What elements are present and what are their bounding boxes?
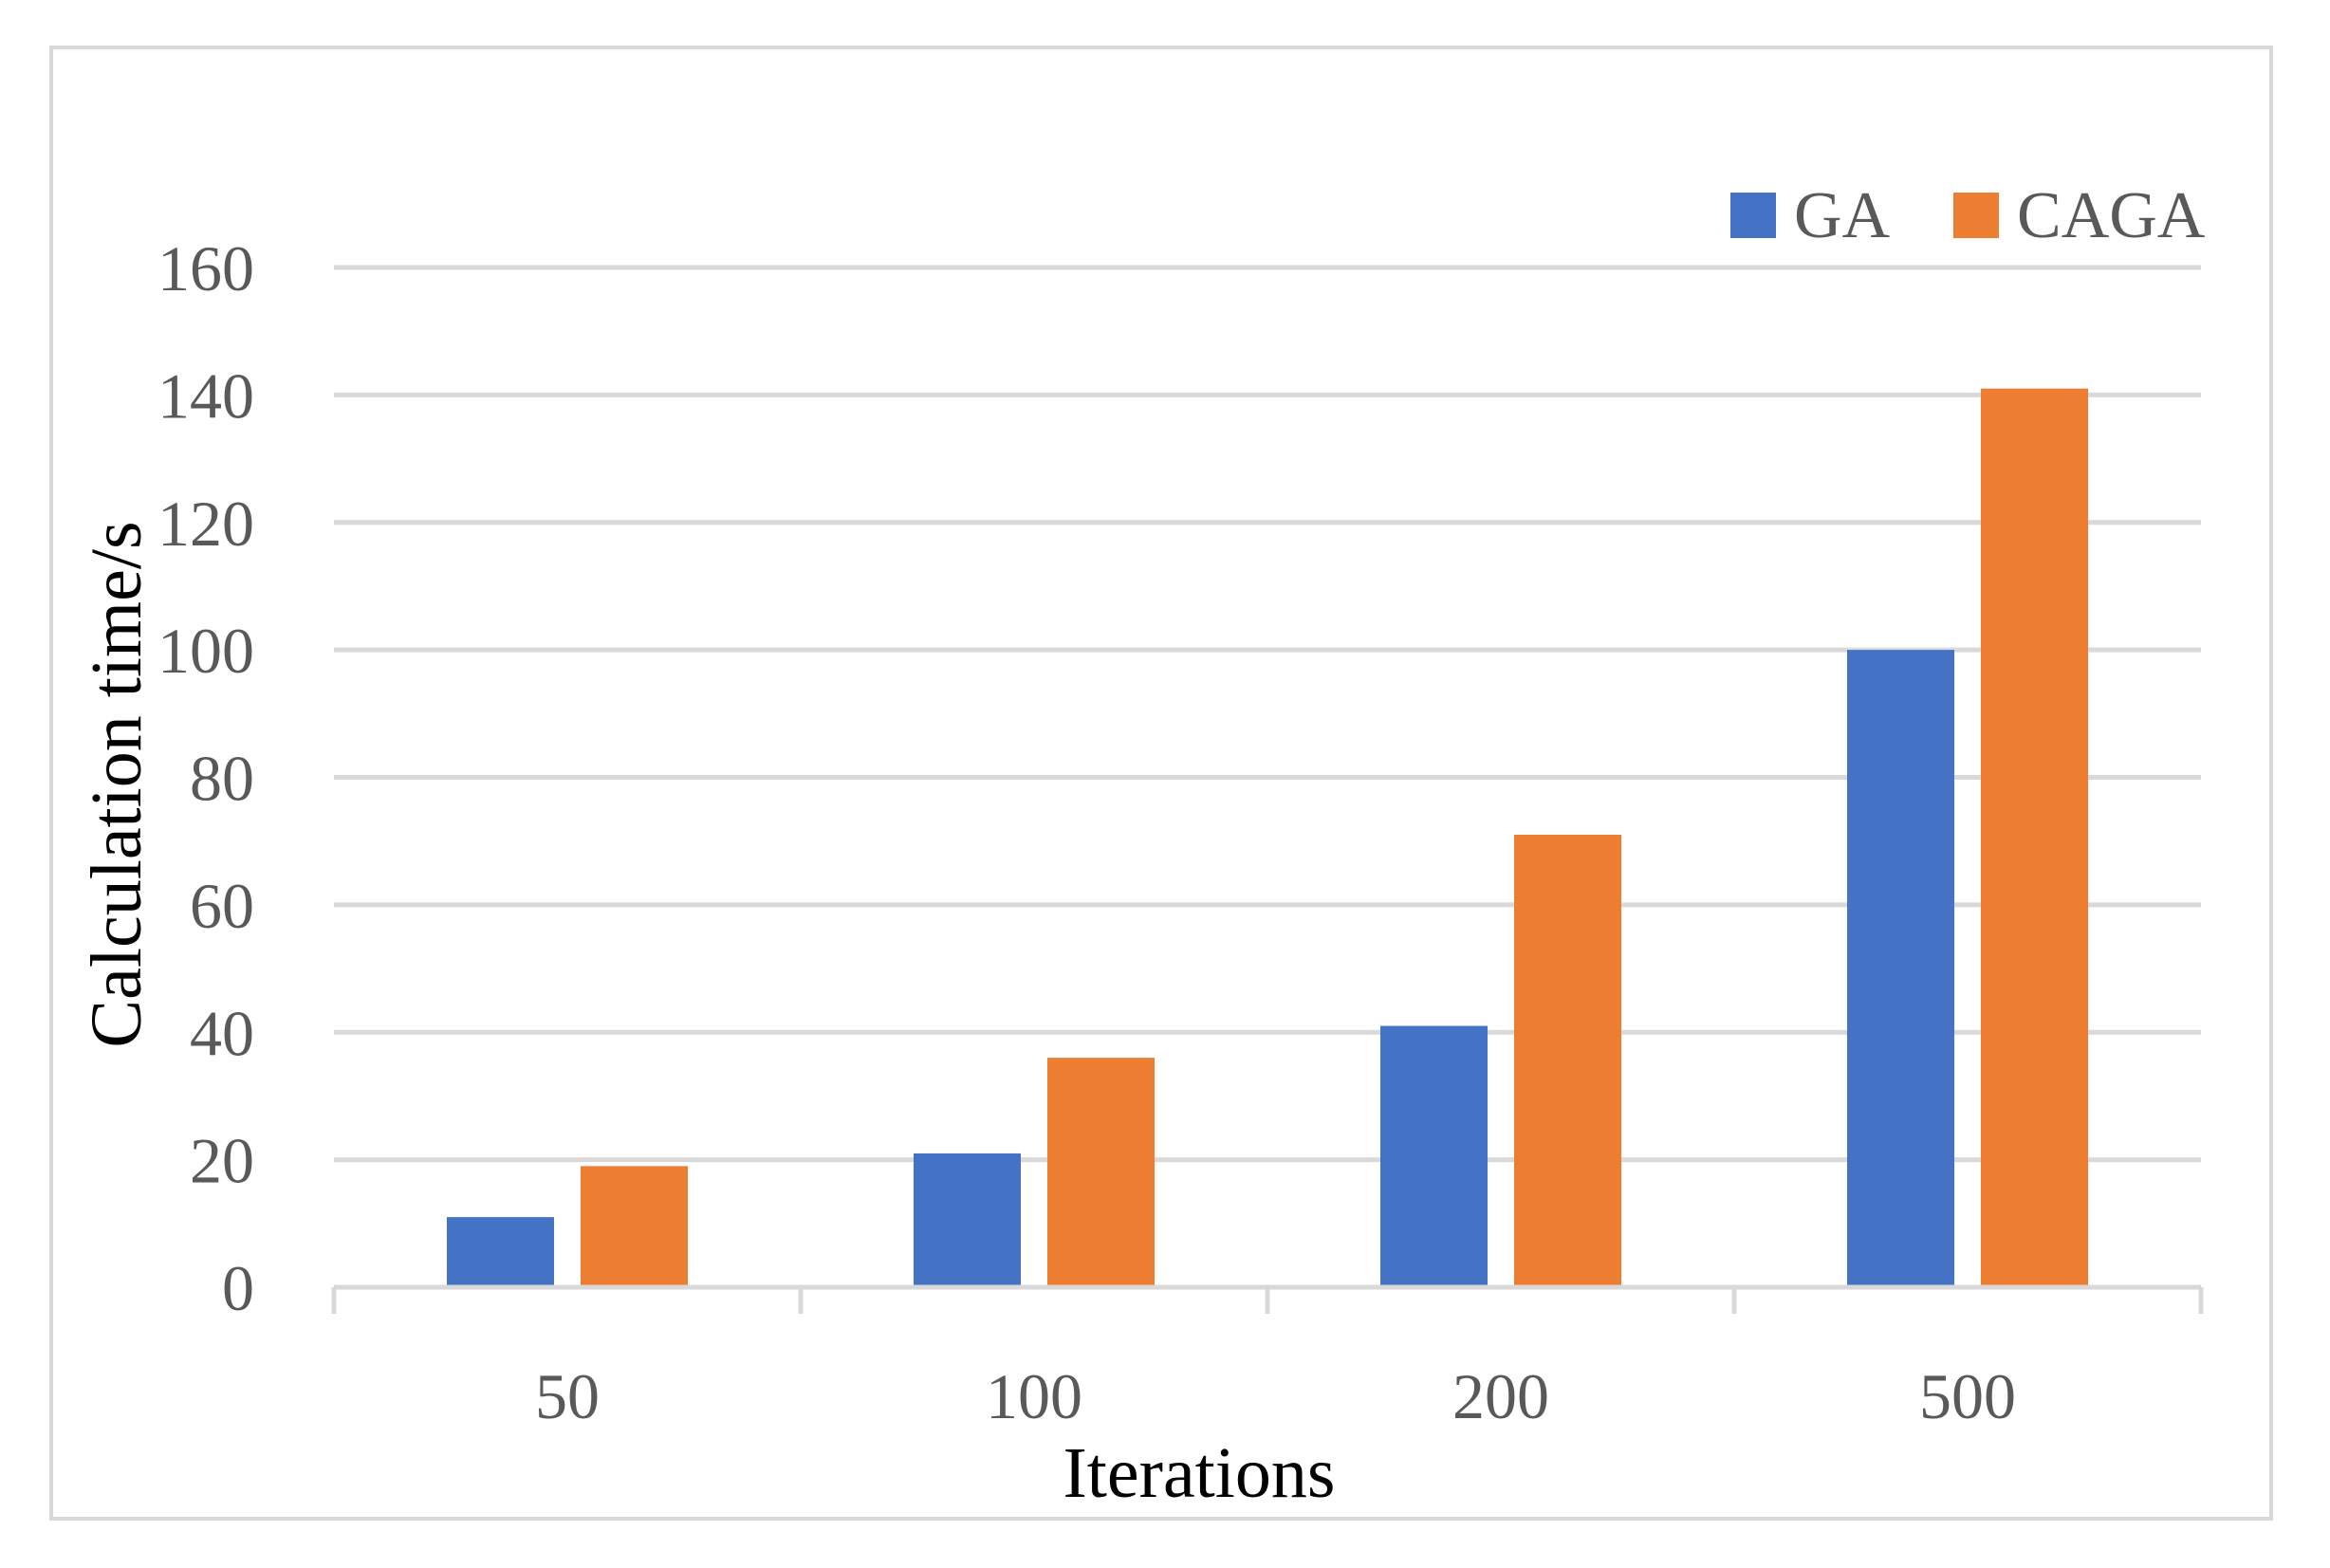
bars <box>447 388 2088 1287</box>
x-tick-label: 500 <box>1919 1360 2016 1432</box>
x-tick-labels: 50 100 200 500 <box>535 1360 2016 1432</box>
y-tick-label: 40 <box>190 997 254 1069</box>
legend: GA CAGA <box>1730 179 2206 252</box>
y-tick-label: 80 <box>190 743 254 815</box>
x-axis-title: Iterations <box>1063 1433 1335 1513</box>
legend-swatch-caga <box>1953 193 1999 238</box>
y-tick-label: 160 <box>157 232 254 304</box>
x-axis <box>331 1284 2204 1314</box>
bar-caga-50 <box>581 1166 688 1287</box>
x-tick-label: 200 <box>1452 1360 1549 1432</box>
y-tick-label: 20 <box>190 1125 254 1197</box>
legend-swatch-ga <box>1730 193 1776 238</box>
x-tick-label: 100 <box>986 1360 1082 1432</box>
bar-caga-500 <box>1981 388 2088 1287</box>
legend-label-caga: CAGA <box>2017 179 2206 252</box>
y-tick-label: 100 <box>157 615 254 687</box>
y-tick-label: 0 <box>222 1252 254 1324</box>
y-tick-label: 60 <box>190 870 254 942</box>
bar-ga-500 <box>1847 650 1954 1287</box>
y-tick-labels: 0 20 40 60 80 100 120 140 160 <box>157 232 254 1324</box>
bar-ga-50 <box>447 1217 554 1287</box>
bar-caga-100 <box>1047 1058 1155 1287</box>
x-tick-label: 50 <box>535 1360 600 1432</box>
legend-label-ga: GA <box>1794 179 1891 252</box>
bar-ga-200 <box>1380 1025 1488 1287</box>
y-tick-label: 120 <box>157 488 254 560</box>
bar-ga-100 <box>914 1153 1021 1287</box>
y-axis-title: Calculation time/s <box>77 521 157 1047</box>
bar-caga-200 <box>1514 834 1621 1287</box>
y-tick-label: 140 <box>157 360 254 432</box>
